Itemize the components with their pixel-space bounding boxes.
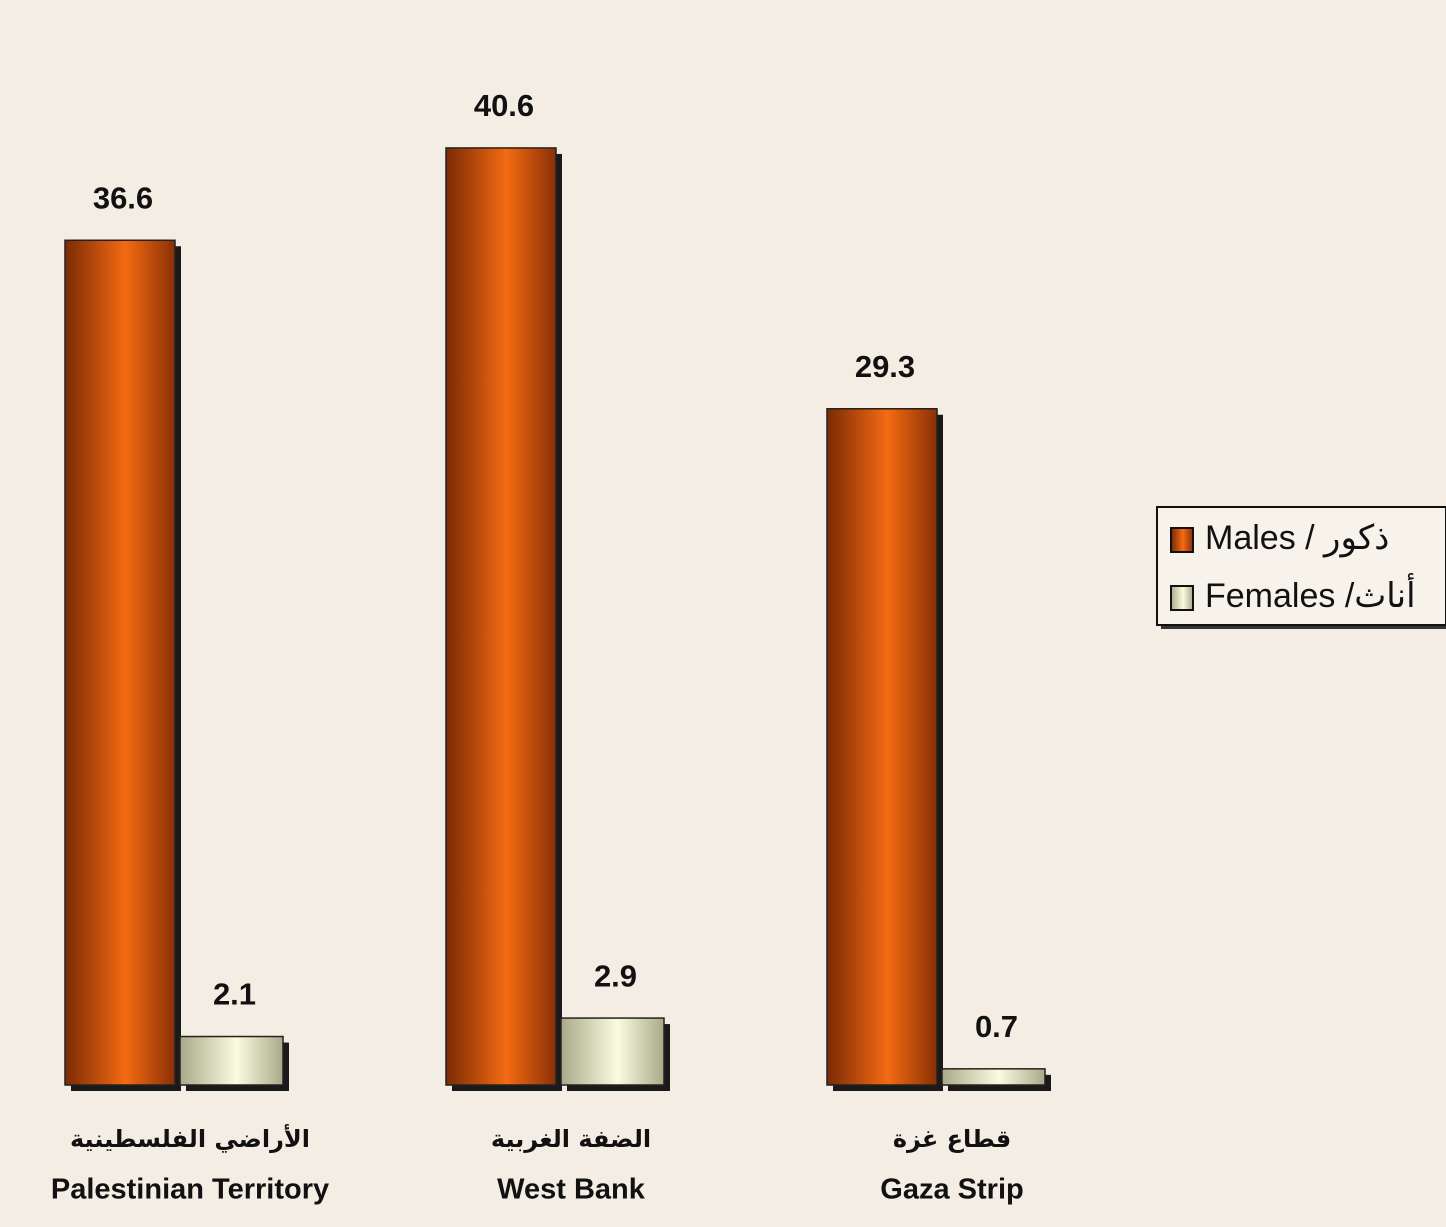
category-label-arabic: الأراضي الفلسطينية <box>70 1124 310 1153</box>
category-label: Palestinian Territory <box>51 1174 329 1206</box>
bar <box>64 239 176 1086</box>
value-label: 0.7 <box>975 1009 1018 1044</box>
value-label: 2.9 <box>594 958 637 993</box>
category-label-arabic: الضفة الغربية <box>491 1125 651 1153</box>
value-label: 36.6 <box>93 180 153 215</box>
legend-box <box>1156 506 1446 626</box>
legend <box>1156 506 1446 629</box>
legend-swatch <box>1170 527 1194 553</box>
bar <box>560 1017 665 1086</box>
category-label: West Bank <box>497 1174 646 1206</box>
bar <box>941 1068 1046 1086</box>
value-label: 2.1 <box>213 977 256 1012</box>
category-label: Gaza Strip <box>880 1174 1023 1206</box>
value-label: 40.6 <box>474 88 534 123</box>
value-label: 29.3 <box>855 349 915 384</box>
legend-label: Males / ذكور <box>1205 519 1389 558</box>
bar <box>445 147 557 1086</box>
bar <box>179 1035 284 1086</box>
legend-swatch <box>1170 585 1194 611</box>
legend-label: Females /أناث <box>1205 573 1416 615</box>
category-label-arabic: قطاع غزة <box>893 1125 1011 1153</box>
bar <box>826 408 938 1086</box>
